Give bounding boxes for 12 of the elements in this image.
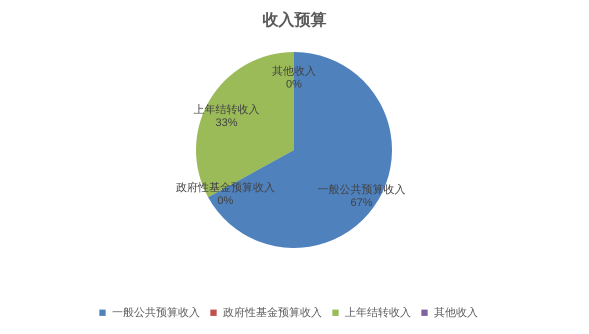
text: 0% (286, 78, 302, 91)
legend-label: 其他收入 (434, 306, 478, 319)
legend-label: 一般公共预算收入 (112, 306, 200, 319)
data-label: 33% (216, 117, 238, 130)
legend-label: 政府性基金预算收入 (223, 306, 322, 319)
slice-label: 上年结转收入 (194, 103, 260, 116)
data-label: 67% (350, 196, 373, 209)
legend-label: 上年结转收入 (345, 306, 411, 319)
text: 0% (217, 194, 234, 207)
slice-label: 一般公共预算收入 (317, 182, 406, 196)
chart-title: 收入预算 (262, 11, 326, 29)
category-label: 其他收入 (272, 66, 316, 78)
